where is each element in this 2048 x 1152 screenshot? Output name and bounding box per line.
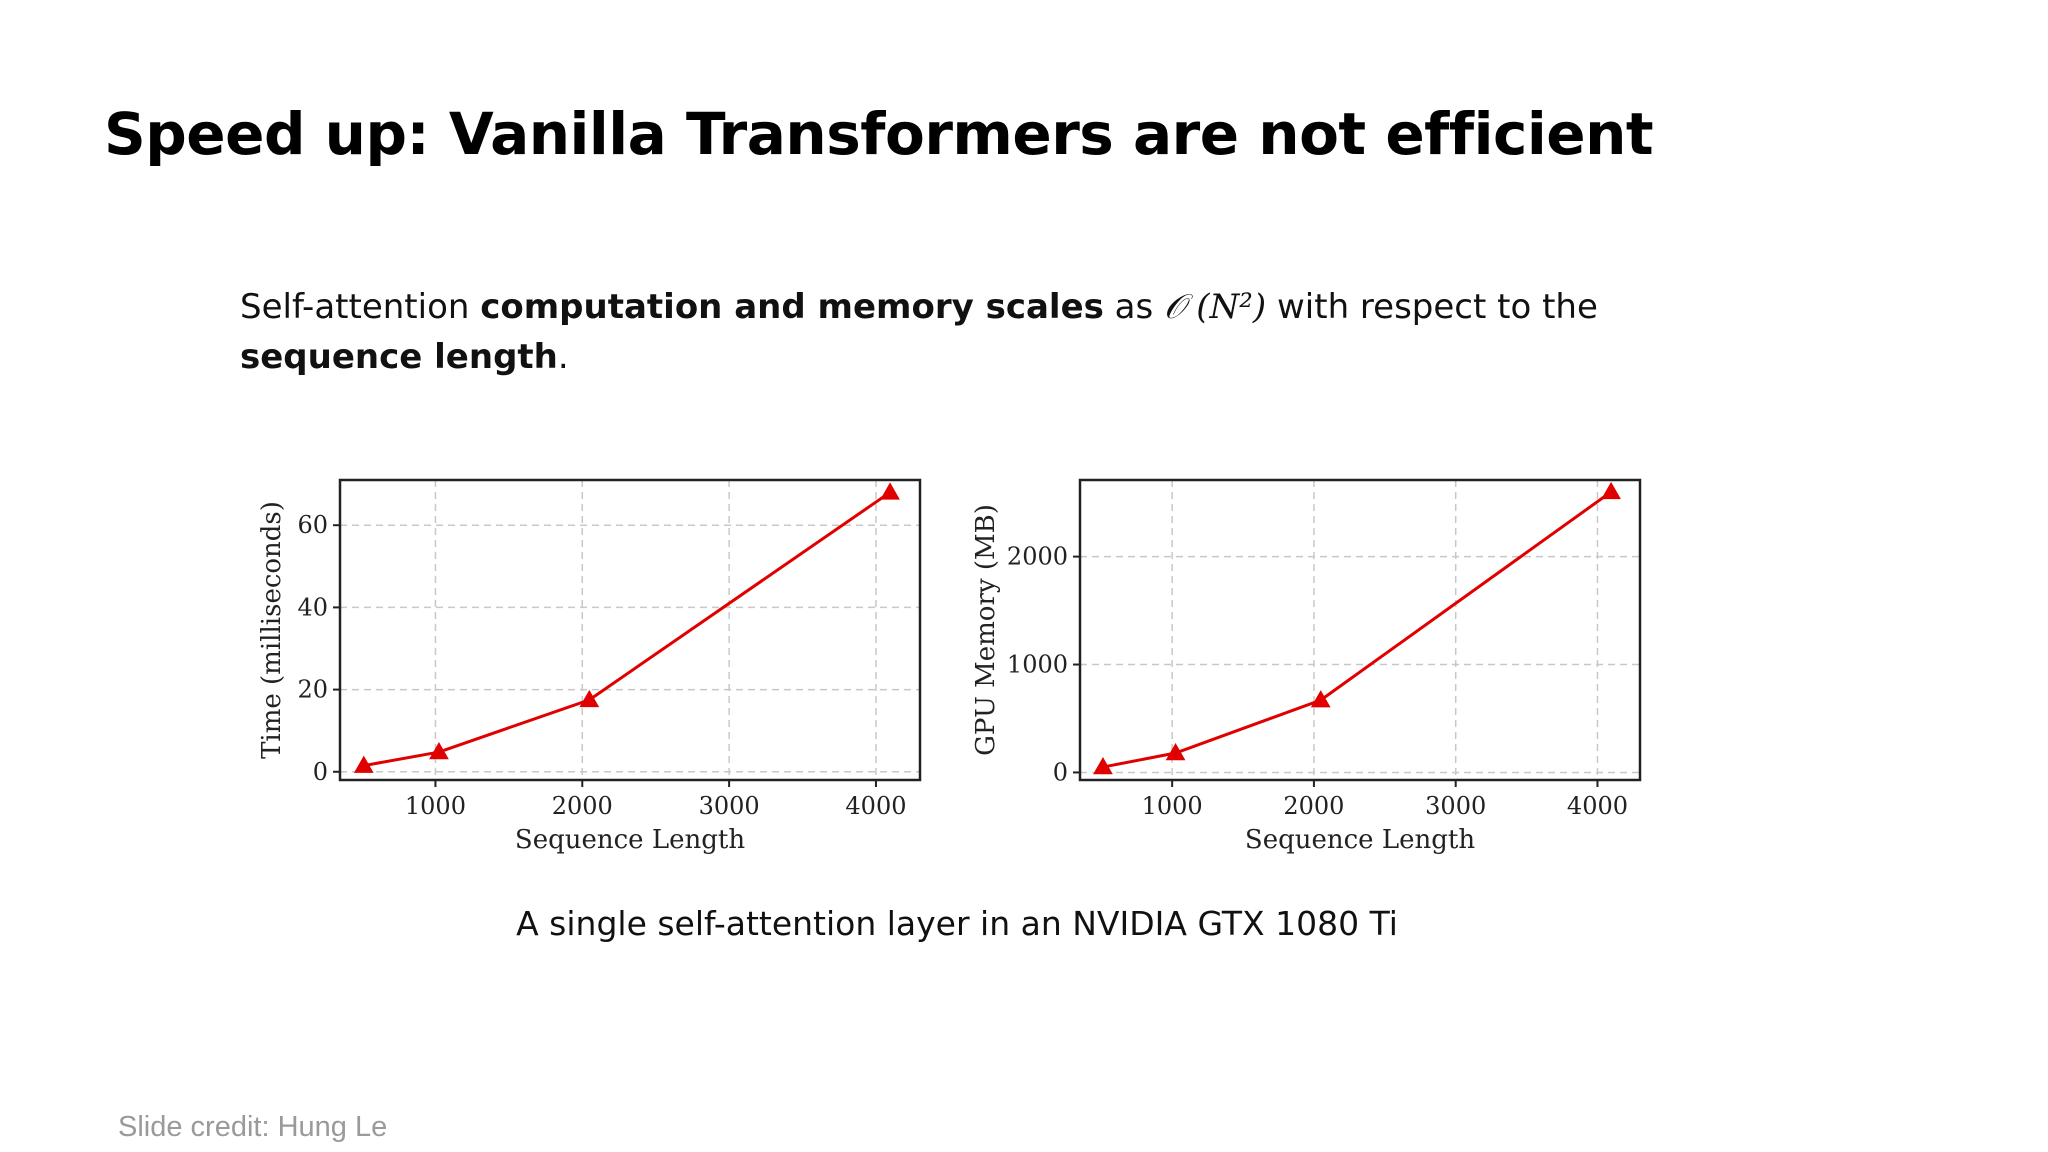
y-tick-label: 40 — [297, 593, 328, 621]
desc-part4: . — [557, 337, 569, 377]
y-tick-label: 60 — [297, 511, 328, 539]
data-point — [1310, 690, 1331, 708]
y-tick-label: 0 — [1053, 758, 1068, 786]
slide-credit: Slide credit: Hung Le — [118, 1111, 388, 1143]
x-tick-label: 3000 — [699, 792, 760, 820]
y-axis-label: Time (milliseconds) — [257, 501, 287, 759]
data-point — [1093, 757, 1113, 775]
data-point — [579, 689, 600, 708]
y-tick-label: 20 — [297, 676, 328, 704]
desc-math: 𝒪 (N²) — [1164, 287, 1267, 327]
x-tick-label: 4000 — [845, 792, 906, 820]
desc-part3: with respect to the — [1266, 287, 1598, 327]
slide-title: Speed up: Vanilla Transformers are not e… — [104, 100, 1654, 168]
description: Self-attention computation and memory sc… — [240, 282, 1640, 382]
x-tick-label: 3000 — [1425, 792, 1486, 820]
x-tick-label: 2000 — [552, 792, 613, 820]
data-point — [1165, 743, 1186, 761]
x-tick-label: 4000 — [1567, 792, 1628, 820]
plot-frame — [1078, 478, 1642, 782]
x-tick-label: 1000 — [405, 792, 466, 820]
y-tick-label: 2000 — [1007, 543, 1068, 571]
x-tick-label: 1000 — [1142, 792, 1203, 820]
figure-caption: A single self-attention layer in an NVID… — [516, 904, 1398, 943]
y-tick-label: 1000 — [1007, 651, 1068, 679]
series-line — [363, 491, 891, 768]
desc-bold1: computation and memory scales — [480, 287, 1104, 327]
series-line — [1102, 490, 1612, 769]
data-point — [353, 755, 374, 773]
plot-frame — [338, 478, 922, 782]
desc-part2: as — [1103, 287, 1165, 327]
time-chart: 1000 2000 3000 4000 0 20 40 60 Sequence Length Ti… — [257, 478, 922, 855]
data-point — [429, 742, 449, 760]
data-point — [1601, 481, 1621, 500]
x-axis-label: Sequence Length — [1245, 825, 1475, 855]
memory-chart: 1000 2000 3000 4000 0 1000 2000 Sequence Length… — [971, 478, 1642, 855]
desc-bold2: sequence length — [240, 337, 558, 377]
y-tick-label: 0 — [313, 758, 328, 786]
x-tick-label: 2000 — [1283, 792, 1344, 820]
desc-part1: Self-attention — [240, 287, 481, 327]
y-axis-label: GPU Memory (MB) — [971, 504, 1001, 756]
x-axis-label: Sequence Length — [515, 825, 745, 855]
data-point — [880, 482, 900, 500]
